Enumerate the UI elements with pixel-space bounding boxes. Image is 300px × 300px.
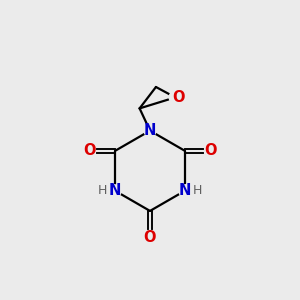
Text: H: H: [193, 184, 202, 197]
Circle shape: [103, 183, 117, 198]
Text: N: N: [178, 183, 191, 198]
Text: N: N: [109, 183, 122, 198]
Circle shape: [83, 145, 95, 157]
Text: N: N: [144, 123, 156, 138]
Circle shape: [169, 92, 181, 103]
Text: O: O: [83, 143, 95, 158]
Circle shape: [144, 231, 156, 243]
Circle shape: [183, 183, 197, 198]
Circle shape: [169, 92, 181, 103]
Circle shape: [179, 185, 191, 197]
Circle shape: [205, 145, 217, 157]
Text: O: O: [205, 143, 217, 158]
Text: O: O: [172, 90, 184, 105]
Circle shape: [144, 125, 156, 136]
Text: H: H: [98, 184, 107, 197]
Text: O: O: [144, 230, 156, 244]
Circle shape: [109, 185, 121, 197]
